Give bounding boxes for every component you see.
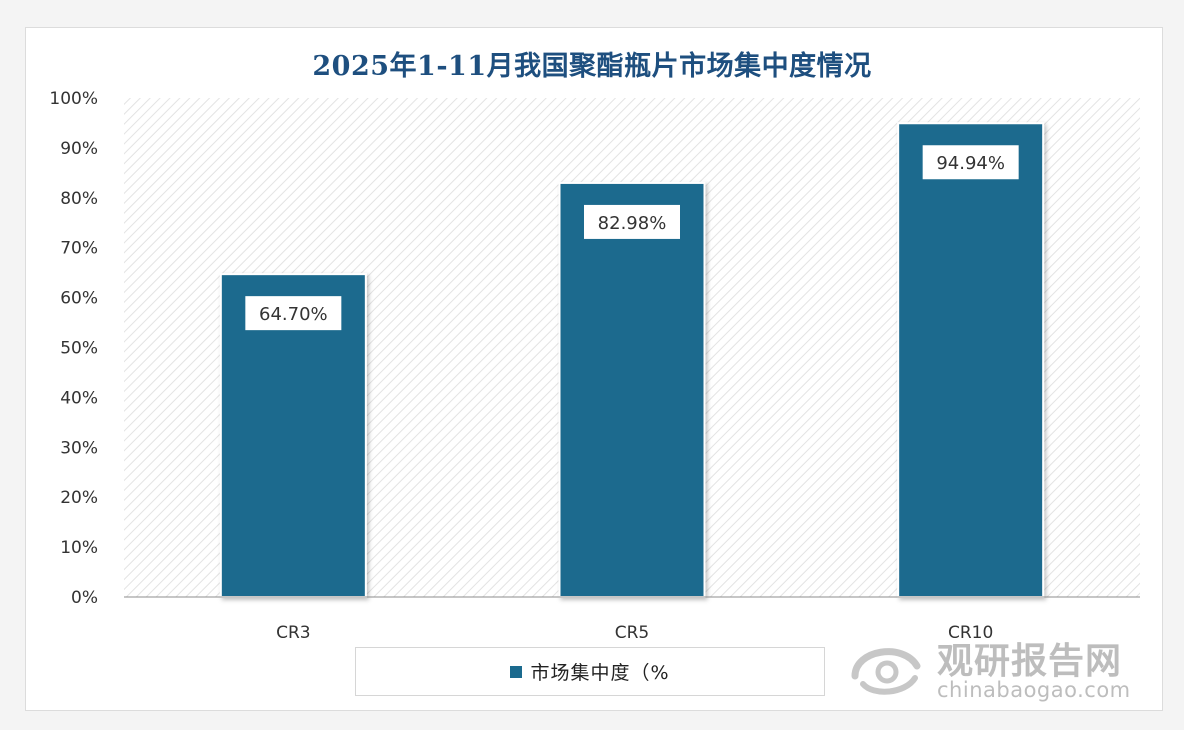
y-tick-label: 90%: [60, 139, 98, 159]
y-tick-label: 30%: [60, 438, 98, 458]
x-category-label: CR5: [615, 623, 650, 643]
data-label: 64.70%: [259, 304, 328, 325]
x-category-label: CR3: [276, 623, 311, 643]
y-tick-label: 100%: [49, 89, 98, 109]
watermark-site: chinabaogao.com: [937, 678, 1131, 702]
legend-label: 市场集中度（%: [530, 662, 670, 684]
y-tick-label: 40%: [60, 388, 98, 408]
y-tick-label: 80%: [60, 189, 98, 209]
y-tick-label: 10%: [60, 538, 98, 558]
watermark-name: 观研报告网: [937, 641, 1123, 682]
watermark-logo-icon: [851, 648, 921, 695]
watermark: 观研报告网 chinabaogao.com: [845, 630, 1165, 710]
bar-cr10: [897, 122, 1045, 599]
y-tick-label: 50%: [60, 339, 98, 359]
legend: 市场集中度（%: [355, 647, 825, 696]
data-label-box: [245, 296, 342, 331]
y-tick-label: 20%: [60, 488, 98, 508]
data-label: 82.98%: [598, 213, 667, 234]
data-label-box: [922, 145, 1019, 180]
legend-swatch: [510, 665, 523, 678]
y-tick-label: 70%: [60, 239, 98, 259]
y-tick-label: 0%: [71, 588, 98, 608]
bar-cr5: [558, 181, 706, 598]
data-label-box: [584, 204, 680, 239]
x-category-label: CR10: [948, 623, 993, 643]
y-tick-label: 60%: [60, 289, 98, 309]
data-label: 94.94%: [936, 153, 1005, 174]
chart-title: 2025年1-11月我国聚酯瓶片市场集中度情况: [312, 51, 872, 82]
